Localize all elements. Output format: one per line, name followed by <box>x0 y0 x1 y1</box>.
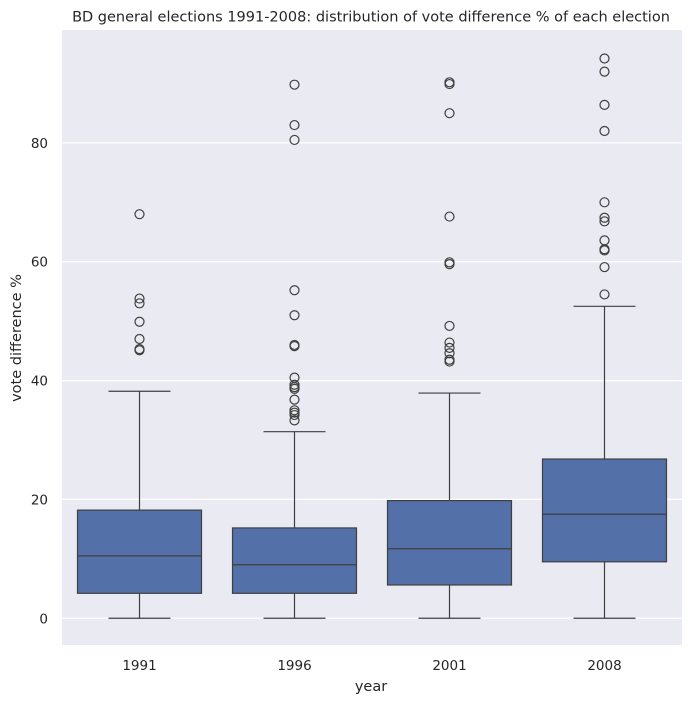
box-1991 <box>76 509 203 594</box>
outlier-point <box>599 66 610 77</box>
x-axis-label: year <box>355 679 387 695</box>
y-tick-label: 0 <box>39 611 48 627</box>
box-1996 <box>231 527 358 594</box>
outlier-point <box>444 337 455 348</box>
outlier-point <box>444 356 455 367</box>
outlier-point <box>289 134 300 146</box>
outlier-point <box>134 333 145 345</box>
outlier-point <box>134 209 145 220</box>
y-tick-label: 20 <box>31 492 48 508</box>
outlier-point <box>444 78 455 90</box>
x-tick-label: 2001 <box>432 658 466 674</box>
outlier-point <box>134 293 145 304</box>
outlier-point <box>599 289 610 300</box>
outlier-point <box>444 108 455 119</box>
outlier-point <box>289 79 300 90</box>
y-axis-label: vote difference % <box>9 274 25 402</box>
outlier-point <box>289 310 300 321</box>
box-2008 <box>541 458 668 563</box>
outlier-point <box>289 415 300 426</box>
axis-ticks: 0 20 40 60 80 1991 1996 2001 2008 <box>31 136 622 674</box>
outlier-point <box>289 341 300 352</box>
outlier-point <box>599 216 610 227</box>
outlier-point <box>599 212 610 223</box>
box-2001 <box>386 500 513 586</box>
outlier-point <box>289 285 300 296</box>
outlier-point <box>444 259 455 270</box>
y-tick-label: 60 <box>31 255 48 271</box>
y-tick-label: 80 <box>31 136 48 152</box>
outlier-point <box>599 53 610 64</box>
outlier-point <box>289 394 300 405</box>
outlier-point <box>289 383 300 394</box>
outlier-point <box>599 245 610 256</box>
outlier-point <box>599 99 610 110</box>
outlier-point <box>444 320 455 332</box>
outlier-point <box>444 211 455 222</box>
outlier-point <box>134 298 145 309</box>
box-series <box>76 53 668 619</box>
y-tick-label: 40 <box>31 374 48 390</box>
chart-title: BD general elections 1991-2008: distribu… <box>72 10 670 26</box>
x-tick-label: 1991 <box>122 658 156 674</box>
outlier-point <box>444 348 455 359</box>
outlier-point <box>289 119 300 131</box>
x-tick-label: 2008 <box>587 658 621 674</box>
x-tick-label: 1996 <box>277 658 311 674</box>
outlier-point <box>134 316 145 327</box>
outlier-point <box>599 197 610 208</box>
outlier-point <box>599 261 610 273</box>
outlier-point <box>444 342 455 353</box>
outlier-point <box>134 345 145 356</box>
outlier-point <box>599 125 610 137</box>
outlier-point <box>289 409 300 421</box>
